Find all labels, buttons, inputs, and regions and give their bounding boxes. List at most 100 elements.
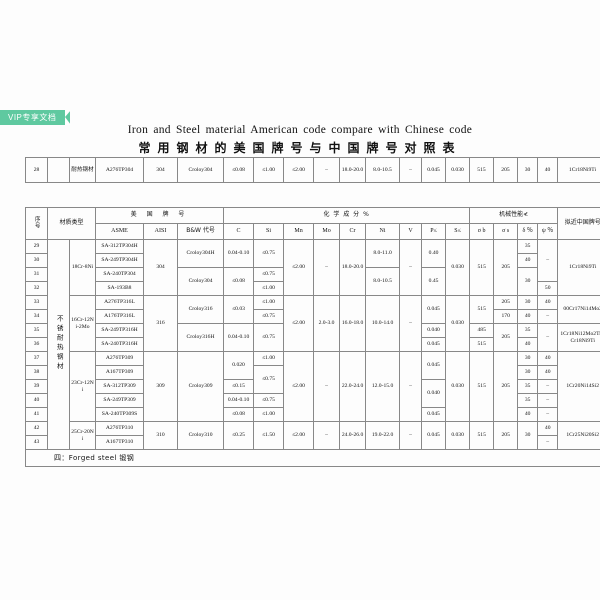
header-delta: δ ％ [517,223,539,240]
stub-p: 0.045 [421,157,446,183]
stub-aisi: 304 [143,157,178,183]
header-mechanical: 机械性能≮ [469,207,559,224]
cell-si: ≤0.75 [253,323,285,352]
cell-ss: 170 [493,309,519,324]
row-no: 43 [25,435,48,450]
cell-psi: 40 [537,295,559,310]
cell-cn-code: 1Cr18Ni12Mo2Ti 1Cr18Ni9Ti [557,323,600,352]
stub-type-label: 耐热钢材 [69,157,96,183]
group-cn-code: 1Cr20Ni14Si2 [557,351,600,422]
header-p: P≤ [421,223,447,240]
group-mn: ≤2.00 [283,239,315,296]
header-s: S≤ [445,223,471,240]
group-type: 18Cr-8Ni [68,239,97,296]
cell-p: 0.045 [421,351,447,380]
title-chinese: 常用钢材的美国牌号与中国牌号对照表 [138,141,462,155]
cell-psi: – [537,393,559,408]
header-c: C [223,223,255,240]
cell-sb: 515 [469,337,495,352]
cell-psi: 40 [537,365,559,380]
row-asme: SA-249TP304H [95,253,145,268]
cell-p: 0.045 [421,337,447,352]
header-ni: Ni [365,223,401,240]
stub-cn-code: 1Cr18Ni9Ti [557,157,600,183]
group-ss: 205 [493,421,519,450]
cell-delta: 35 [517,323,539,338]
group-ni: 19.0-22.0 [365,421,401,450]
stub-si: ≤1.00 [253,157,284,183]
cell-c: 0.04-0.10 [223,323,255,352]
stub-type-group [47,157,70,183]
stub-delta: 30 [517,157,538,183]
group-type: 23Cr-12Ni [68,351,97,422]
cell-ss: 205 [493,295,519,310]
table-row: 34 A176TP316L ≤0.75 170 40 – [25,309,600,324]
stub-mn: ≤2.00 [283,157,314,183]
group-s: 0.030 [445,295,471,352]
group-mo: 2.0-3.0 [313,295,341,352]
group-s: 0.030 [445,239,471,296]
row-no: 31 [25,267,48,282]
table-row: 31 SA-240TP304 Croloy304 ≤0.08 ≤0.75 8.0… [25,267,600,296]
row-no: 33 [25,295,48,310]
header-american-code: 美 国 牌 号 [95,207,225,224]
cell-si: ≤0.75 [253,309,285,324]
cell-si: ≤0.75 [253,365,285,394]
cell-bw: Croloy316H [177,323,225,352]
row-no: 38 [25,365,48,380]
vip-badge[interactable]: VIP专享文档 [0,110,72,125]
cell-c: ≤0.08 [223,267,255,296]
header-material-type: 材质类型 [46,207,97,240]
cell-delta: 35 [517,239,539,254]
header-bw: B&W 代号 [177,223,225,240]
row-no: 37 [25,351,48,366]
stub-mo: – [313,157,340,183]
cell-p: 0.040 [421,323,447,338]
cell-si: ≤0.75 [253,267,285,282]
group-bw: Croloy310 [177,421,225,450]
header-mo: Mo [313,223,341,240]
cell-sb: 515 [469,295,495,324]
row-no: 35 [25,323,48,338]
cell-delta: 35 [517,393,539,408]
cell-ni: 8.0-11.0 [365,239,401,268]
cell-ss: 205 [493,323,519,352]
cell-cn-code: 00Cr17Ni14Mo2 [557,295,600,324]
table-row: 28 耐热钢材 A276TP304 304 Croloy304 ≤0.08 ≤1… [25,157,600,183]
group-v: – [399,421,423,450]
cell-psi: – [537,323,559,352]
group-ni: 12.0-15.0 [365,351,401,422]
header-sb: σ b [469,223,495,240]
stub-bw: Croloy304 [177,157,224,183]
group-si: ≤1.50 [253,421,285,450]
table-row: 43 A167TP310 – [25,435,600,450]
cell-delta: 40 [517,337,539,352]
table-header-row-2: ASME AISI B&W 代号 C Si Mn Mo Cr Ni V P≤ S… [26,223,600,240]
cell-psi: – [537,379,559,394]
cell-psi: – [537,435,559,450]
row-asme: SA-240TP304 [95,267,145,282]
group-v: – [399,239,423,296]
row-asme: SA-240TP316H [95,337,145,352]
group-sb: 515 [469,421,495,450]
table-row: 33 16Cr-12Ni-2Mo A276TP316L 316 Croloy31… [25,295,600,352]
header-aisi: AISI [143,223,179,240]
row-no: 29 [25,239,48,254]
cell-psi: 40 [537,351,559,366]
header-chemistry: 化 学 成 分 % [223,207,471,224]
footer-note: 四：Forged steel 锻钢 [24,449,600,467]
group-ss: 205 [493,239,519,296]
row-no: 36 [25,337,48,352]
stub-v: – [399,157,422,183]
group-bw: Croloy309 [177,351,225,422]
stub-s: 0.030 [445,157,470,183]
cell-psi: – [537,239,559,282]
header-cr: Cr [339,223,367,240]
cell-sb: 485 [469,323,495,338]
group-s: 0.030 [445,421,471,450]
group-mo: – [313,421,341,450]
cell-p: 0.45 [421,267,447,296]
row-asme: SA-249TP309 [95,393,145,408]
cell-delta: 35 [517,379,539,394]
cell-p: 0.045 [421,295,447,324]
